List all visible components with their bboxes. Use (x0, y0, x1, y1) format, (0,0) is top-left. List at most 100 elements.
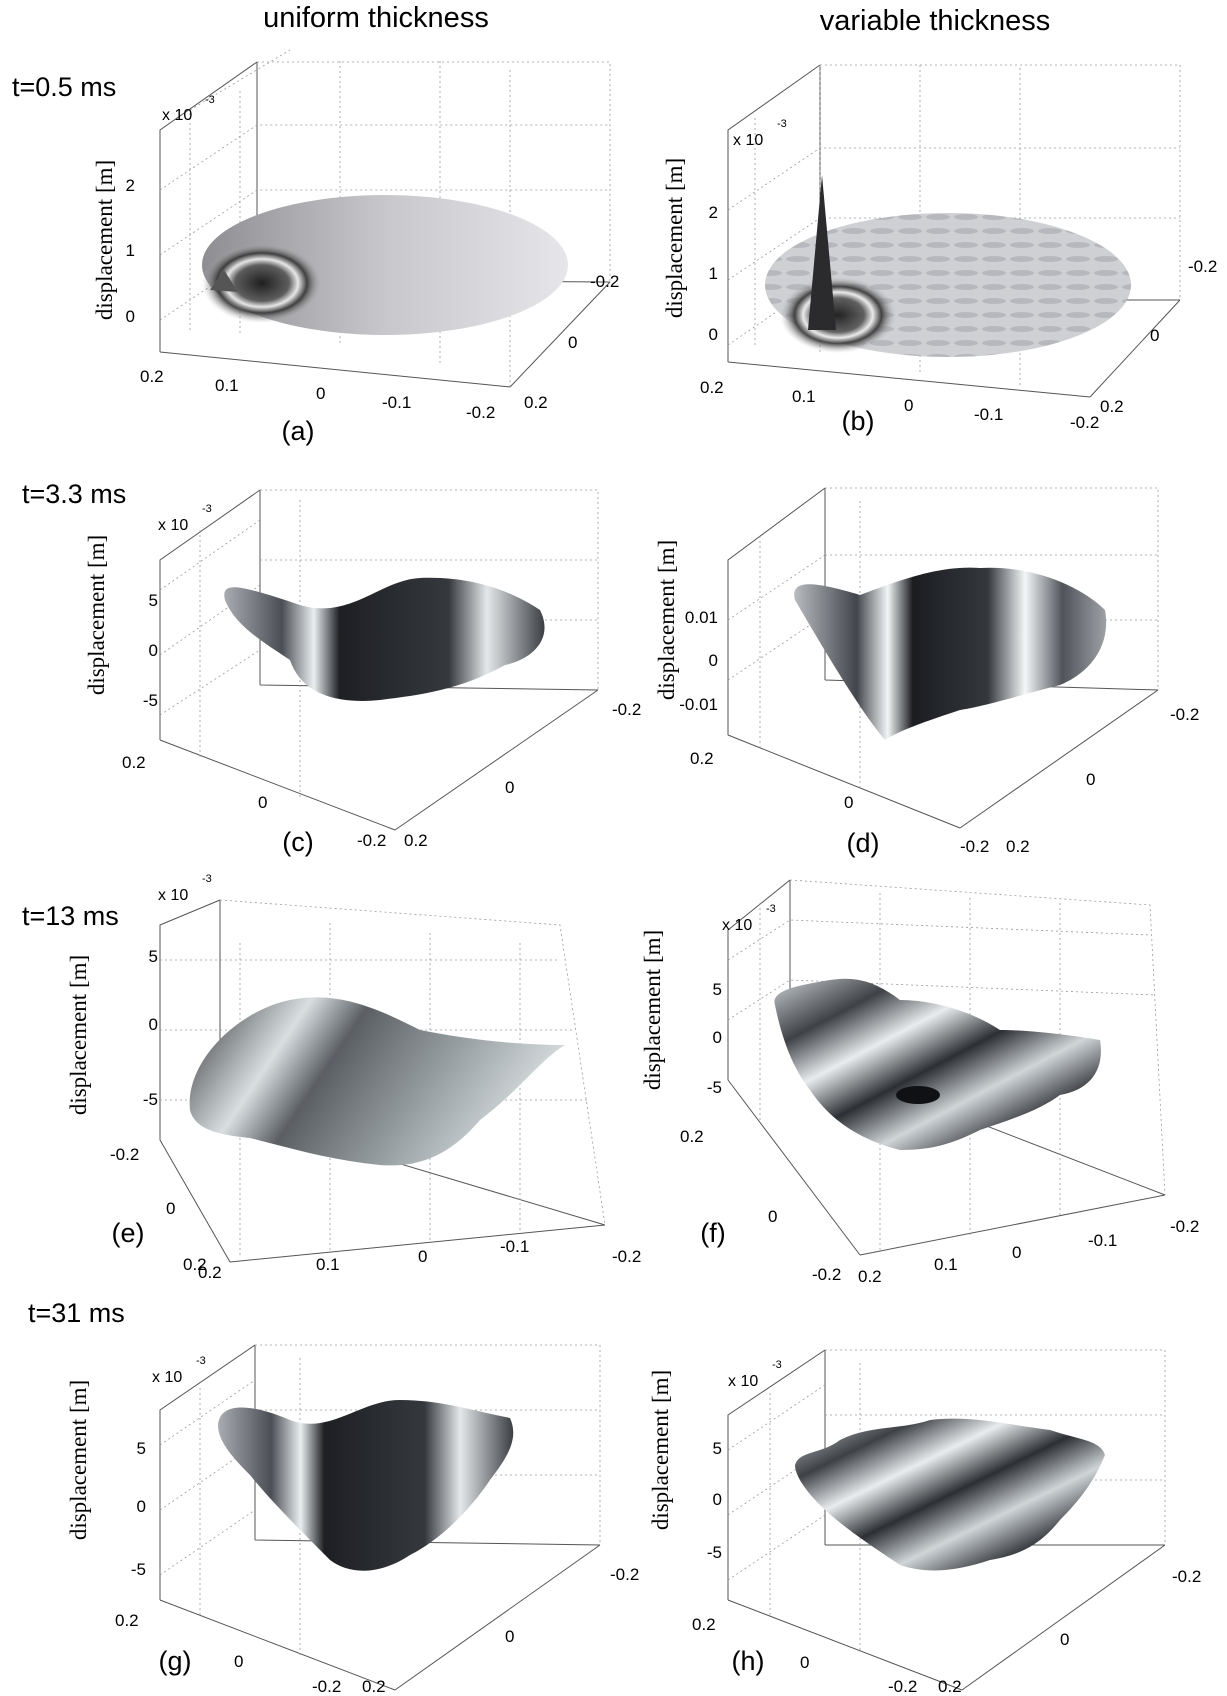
exponent-c: x 10 (158, 517, 188, 534)
xtick: 0 (316, 384, 325, 403)
left-column-title: uniform thickness (263, 2, 489, 34)
ylabel-c: displacement [m] (84, 535, 109, 695)
panel-b: x 10 -3 2 1 0 displacement [m] 0.2 0.1 0… (662, 64, 1217, 436)
panel-label-g: (g) (159, 1646, 192, 1676)
ylabel-f: displacement [m] (640, 930, 665, 1090)
xtick: 0.2 (198, 1263, 222, 1282)
panel-e: x 10 -3 5 0 -5 displacement [m] 0.2 0.1 … (66, 873, 641, 1282)
xtick: -0.2 (1170, 1217, 1199, 1236)
ztick: 0 (149, 641, 158, 660)
panel-label-h: (h) (732, 1646, 765, 1676)
ztick: 0 (709, 325, 718, 344)
xtick: 0 (800, 1653, 809, 1672)
ztick: -5 (143, 691, 158, 710)
time-label-row4: t=31 ms (28, 1298, 125, 1328)
xtick: 0 (418, 1247, 427, 1266)
exponent-power-g: -3 (196, 1355, 206, 1367)
ytick: 0 (1150, 326, 1159, 345)
xtick: -0.2 (466, 403, 495, 422)
panel-label-c: (c) (282, 827, 313, 857)
ztick: 0 (126, 307, 135, 326)
exponent-power-c: -3 (202, 503, 212, 515)
time-label-row3: t=13 ms (22, 901, 119, 931)
exponent-g: x 10 (152, 1369, 182, 1386)
panel-g: x 10 -3 5 0 -5 displacement [m] 0.2 0 -0… (66, 1344, 639, 1696)
ytick: 0 (768, 1207, 777, 1226)
xtick: -0.2 (357, 831, 386, 850)
ytick: 0 (166, 1199, 175, 1218)
ytick: -0.2 (590, 272, 619, 291)
xtick: 0 (234, 1652, 243, 1671)
ztick: 5 (137, 1439, 146, 1458)
ytick: 0.2 (524, 393, 548, 412)
ztick: 1 (126, 241, 135, 260)
xtick: -0.2 (312, 1677, 341, 1696)
ytick: 0 (505, 1627, 514, 1646)
xtick: -0.2 (812, 1265, 841, 1284)
xtick: 0.1 (215, 376, 239, 395)
ztick: 1 (709, 264, 718, 283)
ytick: 0 (1060, 1630, 1069, 1649)
ytick: 0.2 (680, 1127, 704, 1146)
ytick: 0.2 (183, 1255, 207, 1274)
ylabel-h: displacement [m] (648, 1370, 673, 1530)
ylabel-b: displacement [m] (662, 158, 687, 318)
ztick: 5 (713, 1439, 722, 1458)
xtick: -0.1 (382, 393, 411, 412)
ztick: 5 (149, 591, 158, 610)
xtick: 0 (258, 793, 267, 812)
ztick: 0.01 (685, 608, 718, 627)
time-label-row1: t=0.5 ms (12, 72, 116, 102)
ytick: 0.2 (1006, 837, 1030, 856)
xtick: 0.1 (316, 1255, 340, 1274)
ztick: -5 (131, 1560, 146, 1579)
xtick: 0.1 (934, 1255, 958, 1274)
panel-h: x 10 -3 5 0 -5 displacement [m] 0.2 0 -0… (648, 1349, 1201, 1696)
panel-a: x 10 -3 2 1 0 displacement [m] 0.2 0.1 0… (92, 49, 619, 446)
ytick: 0.2 (362, 1677, 386, 1696)
xtick: 0 (904, 396, 913, 415)
ytick: 0.2 (938, 1677, 962, 1696)
ztick: -5 (707, 1078, 722, 1097)
ztick: 0 (149, 1015, 158, 1034)
xtick: 0.2 (140, 367, 164, 386)
exponent-e: x 10 (158, 887, 188, 904)
ztick: 2 (126, 176, 135, 195)
exponent-h: x 10 (728, 1373, 758, 1390)
xtick: -0.2 (1070, 413, 1099, 432)
ylabel-e: displacement [m] (66, 955, 91, 1115)
ytick: -0.2 (110, 1145, 139, 1164)
xtick: 0.2 (692, 1615, 716, 1634)
ytick: -0.2 (612, 700, 641, 719)
exponent-power-e: -3 (202, 873, 212, 885)
xtick: 0.2 (690, 749, 714, 768)
ztick: 0 (713, 1028, 722, 1047)
ytick: -0.2 (610, 1565, 639, 1584)
exponent-f: x 10 (722, 917, 752, 934)
ztick: -5 (143, 1090, 158, 1109)
time-label-row2: t=3.3 ms (22, 479, 126, 509)
surface-h (795, 1418, 1105, 1571)
xtick: -0.2 (960, 837, 989, 856)
ztick: 0 (713, 1490, 722, 1509)
panel-f: x 10 -3 5 0 -5 displacement [m] -0.2 0.1… (640, 879, 1199, 1286)
exponent-power-b: -3 (777, 118, 787, 130)
surface-c (224, 577, 545, 701)
ytick: 0 (1086, 770, 1095, 789)
panel-c: x 10 -3 5 0 -5 displacement [m] 0.2 0 -0… (84, 489, 641, 857)
exponent-power-a: -3 (205, 94, 215, 106)
xtick: -0.1 (974, 405, 1003, 424)
ytick: 0 (505, 778, 514, 797)
ytick: -0.2 (1172, 1567, 1201, 1586)
panel-label-b: (b) (842, 406, 875, 436)
surface-e (189, 997, 566, 1166)
ytick: -0.2 (1170, 705, 1199, 724)
ztick: 0 (137, 1497, 146, 1516)
ylabel-a: displacement [m] (92, 160, 117, 320)
panel-label-e: (e) (112, 1218, 145, 1248)
ztick: 0 (709, 651, 718, 670)
xtick: 0.1 (792, 387, 816, 406)
xtick: -0.2 (888, 1677, 917, 1696)
xtick: 0.2 (858, 1267, 882, 1286)
